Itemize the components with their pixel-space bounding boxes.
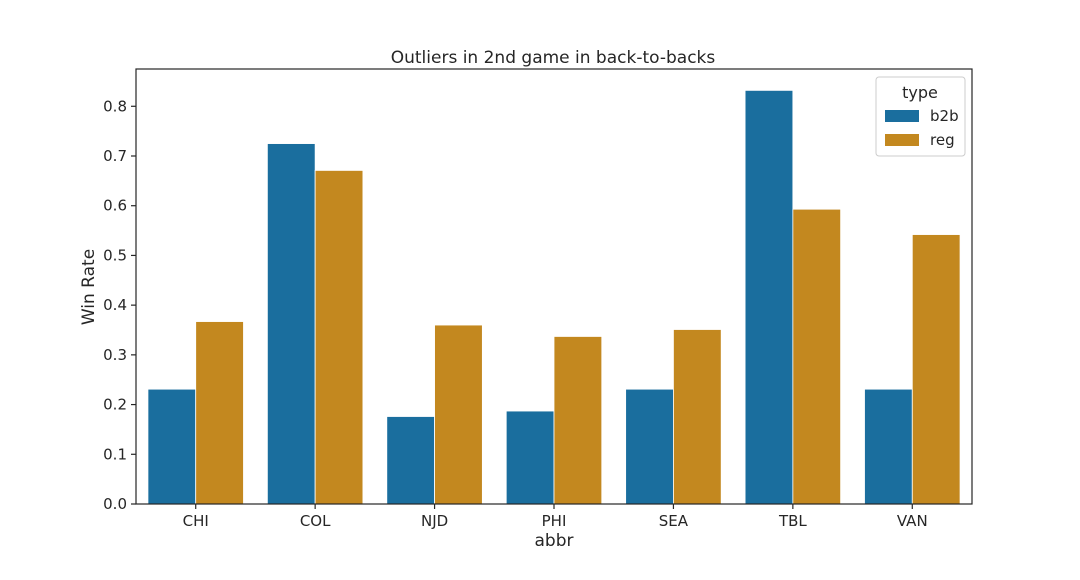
- y-tick-label: 0.8: [103, 97, 127, 115]
- legend-title: type: [902, 83, 938, 102]
- bar-b2b-van: [864, 388, 913, 505]
- x-tick-label-chi: CHI: [183, 512, 209, 530]
- bar-reg-tbl: [792, 208, 842, 505]
- legend-label-reg: reg: [930, 131, 955, 149]
- bar-reg-sea: [673, 329, 722, 505]
- y-tick-label: 0.2: [103, 396, 127, 414]
- chart-title: Outliers in 2nd game in back-to-backs: [391, 48, 716, 68]
- bar-b2b-sea: [625, 388, 674, 505]
- plot-frame: [135, 68, 973, 505]
- bar-reg-chi: [195, 321, 244, 505]
- bar-b2b-chi: [147, 388, 197, 505]
- x-tick-label-tbl: TBL: [778, 512, 807, 530]
- bar-reg-njd: [434, 324, 483, 505]
- y-tick-label: 0.5: [103, 246, 127, 264]
- y-axis-label: Win Rate: [79, 249, 99, 325]
- x-tick-label-van: VAN: [897, 512, 928, 530]
- x-tick-label-njd: NJD: [421, 512, 448, 530]
- y-axis: 0.0 0.1 0.2 0.3 0.4 0.5 0.6 0.7 0.8: [103, 97, 136, 513]
- y-tick-label: 0.7: [103, 147, 127, 165]
- legend: type b2b reg: [875, 76, 966, 157]
- y-tick-label: 0.4: [103, 296, 127, 314]
- y-tick-label: 0.3: [103, 346, 127, 364]
- bar-b2b-njd: [386, 416, 435, 505]
- legend-swatch-b2b: [885, 110, 919, 122]
- y-tick-label: 0.0: [103, 495, 127, 513]
- x-tick-label-phi: PHI: [542, 512, 567, 530]
- bar-b2b-tbl: [744, 89, 794, 505]
- x-axis-label: abbr: [535, 531, 574, 551]
- x-axis: CHI COL NJD PHI SEA TBL VAN: [183, 504, 928, 530]
- legend-swatch-reg: [885, 134, 919, 146]
- legend-label-b2b: b2b: [930, 107, 959, 125]
- x-tick-label-sea: SEA: [659, 512, 689, 530]
- bar-b2b-col: [266, 143, 316, 505]
- bar-reg-van: [911, 234, 961, 505]
- y-tick-label: 0.1: [103, 445, 127, 463]
- x-tick-label-col: COL: [300, 512, 331, 530]
- y-tick-label: 0.6: [103, 197, 127, 215]
- bar-reg-phi: [553, 336, 603, 505]
- bars-group: [147, 89, 961, 505]
- bar-b2b-phi: [505, 410, 555, 505]
- bar-reg-col: [314, 170, 364, 505]
